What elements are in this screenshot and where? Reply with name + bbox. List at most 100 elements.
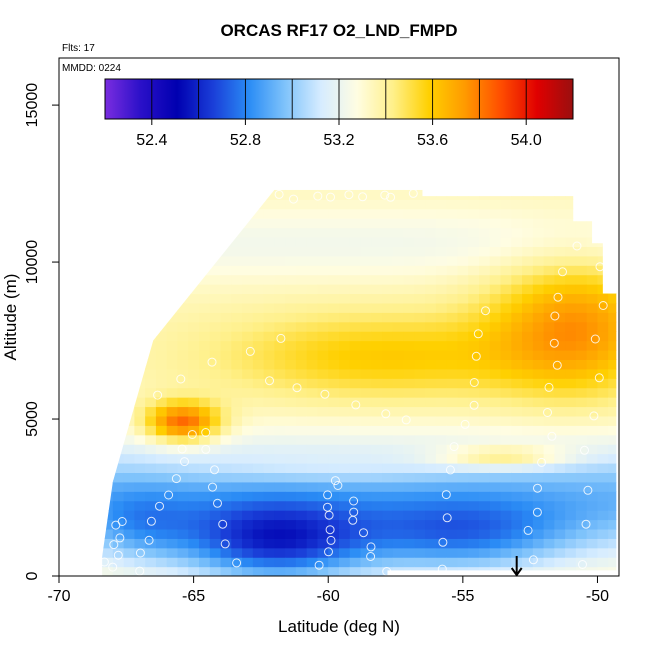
heatmap-cell <box>328 444 340 455</box>
heatmap-cell <box>414 472 426 483</box>
heatmap-cell <box>489 236 502 247</box>
heatmap-cell <box>522 510 534 521</box>
heatmap-cell <box>608 547 617 558</box>
heatmap-cell <box>252 246 265 257</box>
heatmap-cell <box>252 557 265 568</box>
heatmap-cell <box>306 453 319 464</box>
heatmap-cell <box>285 425 297 436</box>
heatmap-cell <box>554 302 566 313</box>
heatmap-cell <box>532 349 545 360</box>
heatmap-cell <box>252 453 265 464</box>
heatmap-cell <box>295 566 308 576</box>
heatmap-cell <box>522 547 534 558</box>
heatmap-cell <box>339 387 351 398</box>
heatmap-cell <box>511 302 523 313</box>
heatmap-cell <box>242 415 254 426</box>
heatmap-cell <box>511 227 523 238</box>
heatmap-cell <box>188 293 200 304</box>
heatmap-cell <box>306 406 319 417</box>
heatmap-cell <box>425 312 437 323</box>
heatmap-cell <box>565 378 577 389</box>
heatmap-cell <box>242 331 254 342</box>
heatmap-cell <box>263 255 275 266</box>
heatmap-cell <box>511 246 523 257</box>
heatmap-cell <box>511 199 523 210</box>
heatmap-cell <box>403 199 415 210</box>
heatmap-cell <box>177 510 189 521</box>
heatmap-cell <box>468 434 480 445</box>
heatmap-cell <box>575 387 588 398</box>
heatmap-cell <box>274 340 286 351</box>
heatmap-cell <box>145 566 157 576</box>
heatmap-cell <box>339 218 351 229</box>
heatmap-cell <box>446 359 459 370</box>
heatmap-cell <box>382 199 394 210</box>
heatmap-cell <box>252 434 265 445</box>
heatmap-cell <box>349 218 362 229</box>
heatmap-cell <box>446 368 459 379</box>
heatmap-cell <box>575 302 588 313</box>
colorbar-dividers <box>151 79 527 119</box>
heatmap-cell <box>328 349 340 360</box>
heatmap-cell <box>554 293 566 304</box>
heatmap-cell <box>489 246 502 257</box>
heatmap-cell <box>134 453 146 464</box>
heatmap-cell <box>263 227 275 238</box>
heatmap-cell <box>489 349 502 360</box>
heatmap-cell <box>231 547 243 558</box>
heatmap-cell <box>403 557 415 568</box>
heatmap-cell <box>608 557 617 568</box>
heatmap-cell <box>306 510 319 521</box>
heatmap-cell <box>339 378 351 389</box>
heatmap-cell <box>177 453 189 464</box>
heatmap-cell <box>285 434 297 445</box>
heatmap-cell <box>177 500 189 511</box>
heatmap-cell <box>328 547 340 558</box>
sample-circle <box>358 192 368 202</box>
heatmap-cell <box>554 236 566 247</box>
heatmap-cell <box>479 462 491 474</box>
heatmap-cell <box>306 246 319 257</box>
heatmap-cell <box>457 340 469 351</box>
heatmap-cell <box>360 246 372 257</box>
sample-circle <box>314 560 324 570</box>
heatmap-cell <box>274 331 286 342</box>
heatmap-cell <box>339 566 351 576</box>
heatmap-cell <box>522 444 534 455</box>
heatmap-cell <box>446 397 459 408</box>
heatmap-cell <box>209 566 222 576</box>
heatmap-cell <box>339 246 351 257</box>
heatmap-cell <box>242 472 254 483</box>
heatmap-cell <box>295 218 308 229</box>
heatmap-cell <box>123 566 135 576</box>
heatmap-cell <box>425 274 437 285</box>
heatmap-cell <box>425 406 437 417</box>
heatmap-cell <box>252 500 265 511</box>
heatmap-cell <box>608 359 617 370</box>
heatmap-cell <box>446 302 459 313</box>
heatmap-cell <box>543 481 555 492</box>
heatmap-cell <box>500 331 512 342</box>
heatmap-cell <box>145 444 157 455</box>
heatmap-cell <box>145 425 157 436</box>
heatmap-cell <box>371 547 383 558</box>
heatmap-cell <box>220 387 232 398</box>
heatmap-cell <box>586 312 599 323</box>
heatmap-cell <box>123 491 135 502</box>
heatmap-cell <box>425 538 437 549</box>
heatmap-cell <box>554 331 566 342</box>
heatmap-cell <box>155 368 168 379</box>
heatmap-cell <box>295 349 308 360</box>
heatmap-cell <box>177 528 189 539</box>
heatmap-cell <box>425 444 437 455</box>
heatmap-cell <box>382 274 394 285</box>
heatmap-cell <box>339 434 351 445</box>
heatmap-cell <box>403 359 415 370</box>
heatmap-cell <box>500 510 512 521</box>
heatmap-cell <box>155 510 168 521</box>
heatmap-cell <box>489 444 502 455</box>
heatmap-cell <box>565 444 577 455</box>
heatmap-cell <box>317 547 329 558</box>
heatmap-cell <box>446 557 459 568</box>
heatmap-cell <box>166 547 179 558</box>
